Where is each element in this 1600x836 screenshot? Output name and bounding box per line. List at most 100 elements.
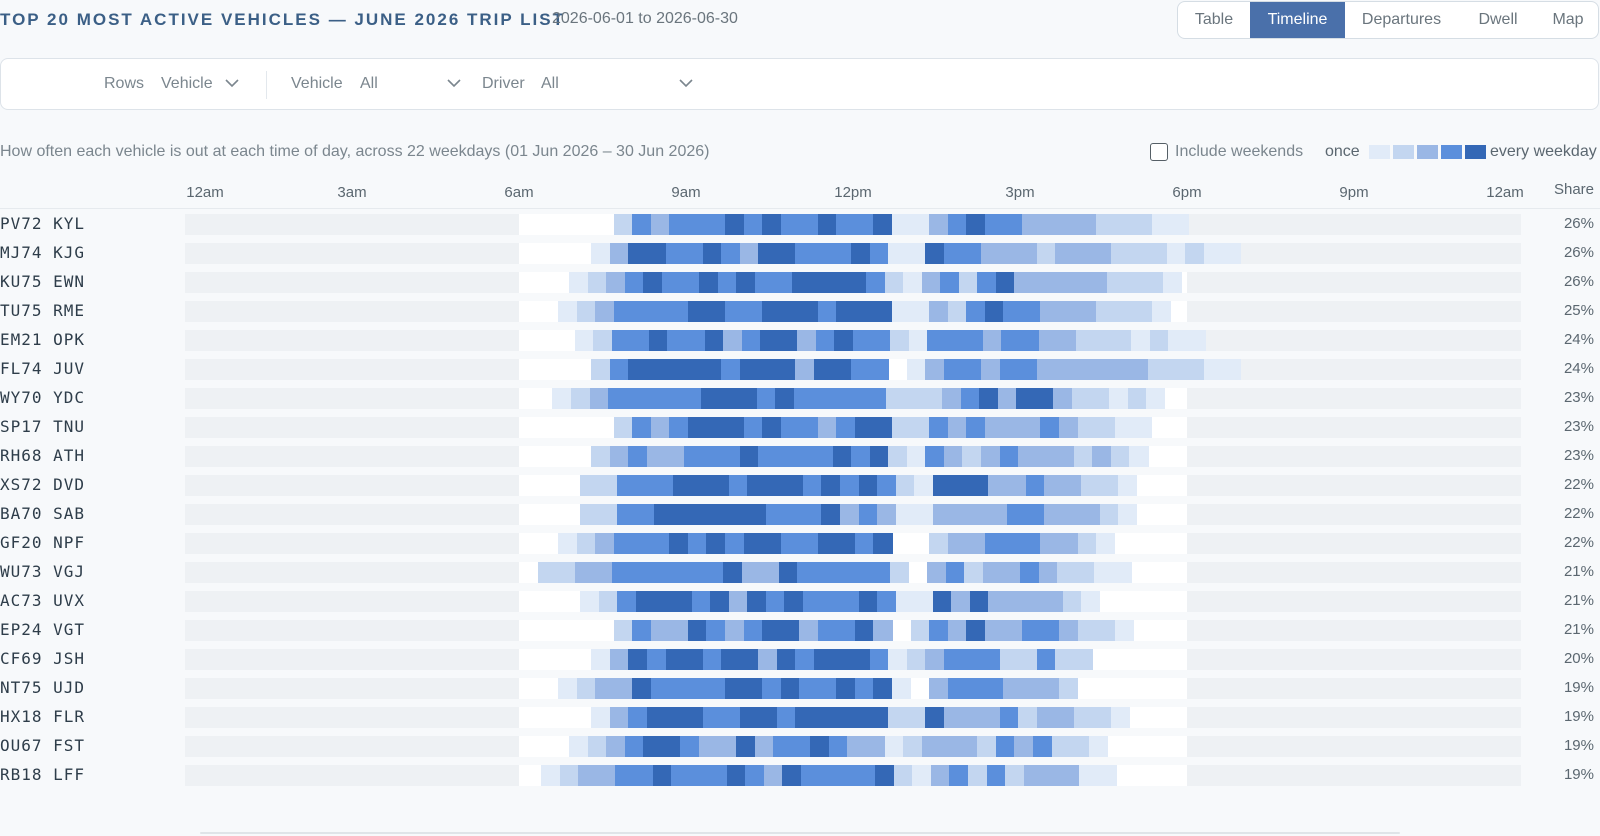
heatmap-cell[interactable] [964, 330, 984, 351]
heatmap-cell[interactable] [743, 214, 763, 235]
heatmap-cell[interactable] [1055, 446, 1075, 467]
heatmap-cell[interactable] [778, 330, 798, 351]
heatmap-cell[interactable] [943, 707, 964, 728]
heatmap-cell[interactable] [891, 417, 912, 438]
heatmap-cell[interactable] [947, 533, 967, 554]
heatmap-cell[interactable] [995, 736, 1016, 757]
heatmap-cell[interactable] [1062, 591, 1082, 612]
heatmap-cell[interactable] [873, 214, 893, 235]
table-row[interactable]: FL74 JUV 24% [0, 355, 1600, 384]
heatmap-cell[interactable] [654, 475, 674, 496]
heatmap-cell[interactable] [1020, 562, 1040, 583]
heatmap-cell[interactable] [595, 678, 615, 699]
heatmap-cell[interactable] [665, 359, 685, 380]
heatmap-cell[interactable] [940, 736, 960, 757]
heatmap-cell[interactable] [689, 765, 709, 786]
heatmap-cell[interactable] [706, 214, 726, 235]
heatmap-cell[interactable] [925, 649, 945, 670]
heatmap-cell[interactable] [966, 301, 986, 322]
heatmap-cell[interactable] [580, 475, 600, 496]
heatmap-cell[interactable] [854, 533, 874, 554]
heatmap-cell[interactable] [1125, 272, 1145, 293]
heatmap-cell[interactable] [1023, 765, 1043, 786]
heatmap-cell[interactable] [958, 272, 978, 293]
heatmap-cell[interactable] [984, 417, 1004, 438]
heatmap-cell[interactable] [1057, 562, 1077, 583]
heatmap-cell[interactable] [1129, 243, 1149, 264]
heatmap-cell[interactable] [888, 243, 908, 264]
heatmap-cell[interactable] [617, 504, 637, 525]
heatmap-cell[interactable] [858, 591, 878, 612]
heatmap-cell[interactable] [1003, 620, 1023, 641]
heatmap-cell[interactable] [1151, 301, 1171, 322]
heatmap-cell[interactable] [691, 591, 711, 612]
heatmap-cell[interactable] [840, 504, 860, 525]
heatmap-cell[interactable] [958, 736, 978, 757]
heatmap-cell[interactable] [754, 736, 774, 757]
heatmap-cell[interactable] [836, 301, 856, 322]
heatmap-cell[interactable] [856, 765, 876, 786]
heatmap-cell[interactable] [1025, 504, 1045, 525]
heatmap-cell[interactable] [947, 301, 967, 322]
heatmap-cell[interactable] [817, 417, 837, 438]
heatmap-cell[interactable] [814, 649, 834, 670]
heatmap-cell[interactable] [635, 591, 656, 612]
heatmap-cell[interactable] [1040, 620, 1060, 641]
heatmap-cell[interactable] [686, 562, 706, 583]
heatmap-cell[interactable] [650, 214, 670, 235]
heatmap-cell[interactable] [966, 533, 986, 554]
heatmap-cell[interactable] [1081, 475, 1101, 496]
heatmap-cell[interactable] [1090, 388, 1110, 409]
heatmap-cell[interactable] [984, 214, 1004, 235]
heatmap-cell[interactable] [606, 272, 626, 293]
heatmap-cell[interactable] [1062, 504, 1082, 525]
tab-departures[interactable]: Departures [1345, 2, 1458, 38]
heatmap-cell[interactable] [613, 678, 633, 699]
heatmap-cell[interactable] [721, 707, 741, 728]
heatmap-cell[interactable] [698, 272, 719, 293]
heatmap-cell[interactable] [704, 330, 724, 351]
heatmap-cell[interactable] [632, 678, 652, 699]
heatmap-cell[interactable] [702, 707, 722, 728]
heatmap-cell[interactable] [888, 446, 908, 467]
heatmap-cell[interactable] [762, 533, 782, 554]
heatmap-cell[interactable] [609, 359, 630, 380]
heatmap-cell[interactable] [1092, 359, 1112, 380]
heatmap-cell[interactable] [617, 591, 637, 612]
heatmap-cell[interactable] [1096, 620, 1116, 641]
heatmap-cell[interactable] [635, 475, 656, 496]
heatmap-cell[interactable] [982, 330, 1003, 351]
heatmap-cell[interactable] [981, 649, 1001, 670]
heatmap-cell[interactable] [968, 765, 988, 786]
heatmap-cell[interactable] [851, 359, 871, 380]
heatmap-cell[interactable] [736, 272, 756, 293]
heatmap-cell[interactable] [1070, 736, 1090, 757]
heatmap-cell[interactable] [665, 446, 685, 467]
heatmap-cell[interactable] [541, 765, 561, 786]
heatmap-cell[interactable] [929, 417, 949, 438]
heatmap-cell[interactable] [598, 504, 618, 525]
heatmap-cell[interactable] [773, 736, 793, 757]
heatmap-cell[interactable] [743, 417, 763, 438]
heatmap-cell[interactable] [854, 620, 874, 641]
heatmap-cell[interactable] [608, 388, 628, 409]
heatmap-cell[interactable] [1003, 301, 1023, 322]
heatmap-cell[interactable] [1018, 707, 1038, 728]
heatmap-cell[interactable] [647, 446, 667, 467]
heatmap-cell[interactable] [591, 446, 611, 467]
table-row[interactable]: EP24 VGT 21% [0, 616, 1600, 645]
tab-table[interactable]: Table [1178, 2, 1250, 38]
heatmap-cell[interactable] [669, 301, 689, 322]
heatmap-cell[interactable] [795, 707, 815, 728]
heatmap-cell[interactable] [1003, 417, 1023, 438]
heatmap-cell[interactable] [1038, 562, 1058, 583]
heatmap-cell[interactable] [626, 388, 646, 409]
heatmap-cell[interactable] [776, 649, 797, 670]
table-row[interactable]: HX18 FLR 19% [0, 703, 1600, 732]
heatmap-cell[interactable] [704, 562, 724, 583]
heatmap-cell[interactable] [1099, 504, 1119, 525]
table-row[interactable]: TU75 RME 25% [0, 297, 1600, 326]
heatmap-cell[interactable] [854, 214, 874, 235]
heatmap-cell[interactable] [819, 765, 839, 786]
heatmap-cell[interactable] [747, 475, 767, 496]
